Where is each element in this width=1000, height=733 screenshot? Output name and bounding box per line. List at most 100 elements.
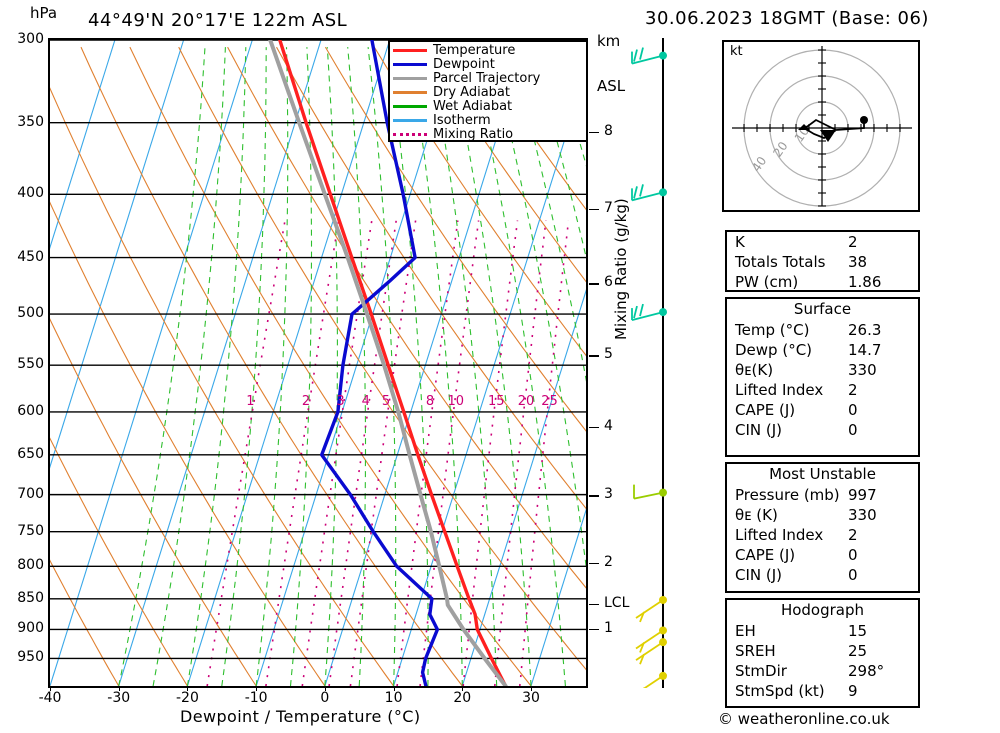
hodograph-ring-label: 20 [770,139,790,160]
temperature-tick-label: 20 [453,690,472,706]
height-tick [589,208,599,211]
legend-swatch-6 [393,132,427,136]
temperature-tick-label: -10 [244,690,268,706]
panel-most-unstable: Most Unstable Pressure (mb) 997 θᴇ (K) 330 Li… [725,462,920,593]
pressure-tick-label: 350 [17,113,44,130]
surface-key: Lifted Index [735,381,824,399]
temperature-tick [462,686,464,691]
mixing-ratio-label: 25 [541,393,558,409]
legend-item: Dewpoint [393,57,583,71]
legend-label: Isotherm [433,112,491,128]
km-unit-line1: km [597,32,621,50]
hodograph-stats-title: Hodograph [780,601,865,619]
indices-value: 38 [848,253,868,271]
pressure-tick-label: 800 [17,557,44,574]
hodograph-ring-label: 40 [749,154,769,175]
temperature-tick [531,686,533,691]
surface-row: Temp (°C) 26.3 [727,320,918,340]
legend-swatch-4 [393,104,427,108]
most-unstable-title: Most Unstable [769,465,876,483]
most-unstable-row: θᴇ (K) 330 [727,505,918,525]
most-unstable-row: CAPE (J) 0 [727,545,918,565]
pressure-tick-label: 650 [17,445,44,462]
mixing-ratio-label: 4 [361,393,370,409]
surface-value: 0 [848,421,858,439]
most-unstable-key: CIN (J) [735,566,783,584]
hodograph-stats-value: 9 [848,682,858,700]
height-tick-label: 2 [604,553,613,570]
temperature-tick-label: 30 [522,690,540,706]
hodograph-unit-label: kt [730,44,743,59]
most-unstable-row: CIN (J) 0 [727,565,918,585]
mixing-ratio-label: 3 [336,393,345,409]
hodograph-stats-row: StmSpd (kt) 9 [727,681,918,701]
temperature-tick-label: 10 [384,690,403,706]
wind-barb [631,303,667,321]
surface-key: CAPE (J) [735,401,796,419]
pressure-tick-label: 900 [17,620,44,637]
storm-motion-marker [820,130,836,142]
legend-item: Parcel Trajectory [393,71,583,85]
height-tick-label: 5 [604,346,613,363]
km-unit-line2: ASL [597,77,626,95]
legend-item: Mixing Ratio [393,127,583,141]
legend-label: Dry Adiabat [433,84,510,100]
most-unstable-value: 997 [848,486,877,504]
height-tick-label: 4 [604,417,613,434]
km-unit-label: km ASL [597,4,625,124]
height-tick [589,495,599,497]
hodograph-stats-row: SREH 25 [727,641,918,661]
surface-row: Dewp (°C) 14.7 [727,340,918,360]
legend-swatch-0 [393,48,427,52]
skewt-chart [48,38,588,688]
wind-barb [631,47,667,65]
most-unstable-key: Lifted Index [735,526,824,544]
indices-key: PW (cm) [735,273,799,291]
most-unstable-key: CAPE (J) [735,546,796,564]
hodograph-plot: kt 10 20 40 [722,40,920,212]
most-unstable-row: Pressure (mb) 997 [727,485,918,505]
panel-indices: K 2 Totals Totals 38 PW (cm) 1.86 [725,230,920,292]
hodograph-top-point [860,116,868,124]
mixing-ratio-label: 20 [517,393,535,409]
indices-key: K [735,233,745,251]
wind-barb [631,184,667,202]
indices-value: 1.86 [848,273,882,291]
pressure-tick-label: 950 [17,649,44,666]
mixing-ratio-label: 10 [447,393,465,409]
height-tick [589,131,599,134]
pressure-tick-label: 700 [17,485,44,502]
legend-swatch-1 [393,62,427,66]
mixing-ratio-label: 2 [301,393,311,409]
temperature-tick-label: -40 [38,690,62,706]
surface-row: CAPE (J) 0 [727,400,918,420]
surface-row: CIN (J) 0 [727,420,918,440]
legend-label: Dewpoint [433,56,495,72]
hodograph-stats-row: EH 15 [727,621,918,641]
page-title: 44°49'N 20°17'E 122m ASL [88,10,348,31]
temperature-tick-label: -20 [175,690,199,706]
surface-key: Dewp (°C) [735,341,813,359]
legend-swatch-2 [393,76,427,80]
temperature-tick [50,686,51,691]
wind-barb [635,595,667,623]
pressure-tick-label: 500 [17,305,44,322]
surface-row: Lifted Index 2 [727,380,918,400]
hodograph-marker [798,124,810,130]
hodograph-stats-value: 298° [848,662,885,680]
legend-swatch-3 [393,90,427,94]
lcl-tick [589,603,599,606]
surface-value: 14.7 [848,341,882,359]
height-tick-label: 7 [604,199,613,216]
wind-barb [633,484,667,500]
wind-barb [635,626,667,653]
hodograph-stats-key: SREH [735,642,776,660]
height-tick-label: 3 [604,486,613,503]
surface-title: Surface [793,300,852,318]
surface-key: θᴇ(K) [735,361,774,379]
surface-key: CIN (J) [735,421,783,439]
hodograph-stats-key: EH [735,622,756,640]
pressure-tick-label: 550 [17,356,44,373]
